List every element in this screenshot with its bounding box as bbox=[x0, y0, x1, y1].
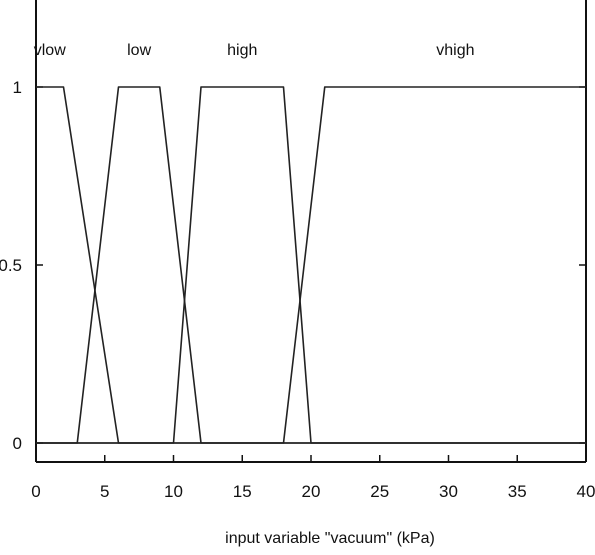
series-vhigh-line bbox=[36, 86, 586, 444]
x-tick-label-20: 20 bbox=[302, 482, 321, 501]
x-tick-label-15: 15 bbox=[233, 482, 252, 501]
x-tick-label-30: 30 bbox=[439, 482, 458, 501]
x-tick-label-0: 0 bbox=[31, 482, 40, 501]
series-labels: vlow low high vhigh bbox=[34, 42, 475, 59]
series-label-low: low bbox=[127, 42, 151, 59]
y-tick-label-1: 1 bbox=[13, 78, 22, 97]
series-label-vlow: vlow bbox=[34, 42, 66, 59]
y-tick-label-0: 0 bbox=[13, 434, 22, 453]
x-tick-label-35: 35 bbox=[508, 482, 527, 501]
x-tick-label-10: 10 bbox=[164, 482, 183, 501]
x-axis-title: input variable "vacuum" (kPa) bbox=[225, 530, 435, 547]
x-tick-label-25: 25 bbox=[370, 482, 389, 501]
series-label-high: high bbox=[227, 42, 257, 59]
x-tick-label-40: 40 bbox=[577, 482, 595, 501]
y-tick-label-0.5: 0.5 bbox=[0, 256, 22, 275]
x-ticks: 0 5 10 15 20 25 30 35 40 bbox=[31, 455, 595, 501]
x-tick-label-5: 5 bbox=[100, 482, 109, 501]
series-group bbox=[36, 86, 586, 444]
series-label-vhigh: vhigh bbox=[436, 42, 474, 59]
